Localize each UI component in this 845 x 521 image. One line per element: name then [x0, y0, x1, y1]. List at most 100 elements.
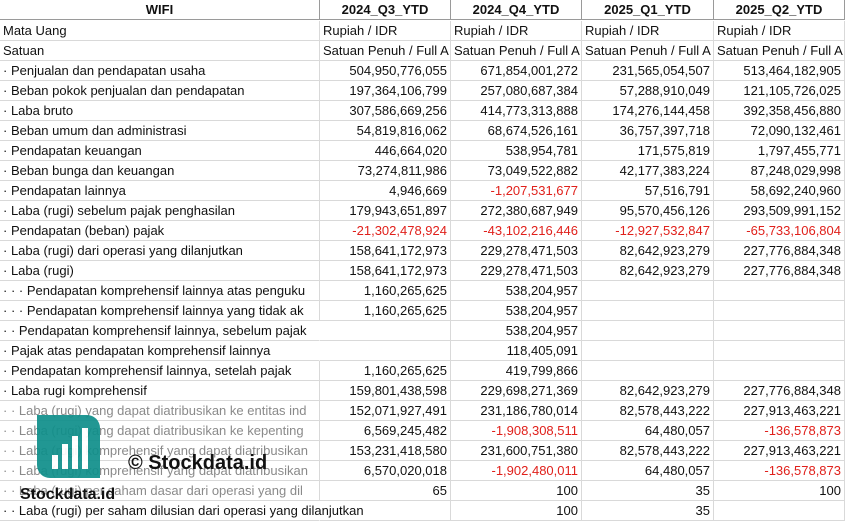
empty-cell: [714, 341, 845, 361]
row-label: · Laba (rugi) sebelum pajak penghasilan: [0, 201, 320, 221]
value-cell: 229,278,471,503: [451, 241, 582, 261]
value-cell: 72,090,132,461: [714, 121, 845, 141]
value-cell: 272,380,687,949: [451, 201, 582, 221]
row-label: · · Laba (rugi) yang dapat diatribusikan…: [0, 401, 320, 421]
value-cell: 174,276,144,458: [582, 101, 714, 121]
value-cell: 153,231,418,580: [320, 441, 451, 461]
value-cell: 1,160,265,625: [320, 281, 451, 301]
value-cell: 82,642,923,279: [582, 381, 714, 401]
value-cell: 6,570,020,018: [320, 461, 451, 481]
value-cell: 36,757,397,718: [582, 121, 714, 141]
value-cell: 1,797,455,771: [714, 141, 845, 161]
empty-cell: [582, 281, 714, 301]
row-label: · · · Pendapatan komprehensif lainnya at…: [0, 281, 320, 301]
row-label: · Pendapatan (beban) pajak: [0, 221, 320, 241]
empty-cell: [582, 301, 714, 321]
value-cell: 231,565,054,507: [582, 61, 714, 81]
row-label: · Beban umum dan administrasi: [0, 121, 320, 141]
value-cell: 446,664,020: [320, 141, 451, 161]
value-cell: 73,049,522,882: [451, 161, 582, 181]
value-cell: 82,578,443,222: [582, 401, 714, 421]
row-label: · Pendapatan komprehensif lainnya, setel…: [0, 361, 320, 381]
value-cell: 159,801,438,598: [320, 381, 451, 401]
row-label: · Pendapatan lainnya: [0, 181, 320, 201]
empty-cell: [714, 281, 845, 301]
empty-cell: [582, 341, 714, 361]
empty-cell: [320, 321, 451, 341]
value-cell: 229,278,471,503: [451, 261, 582, 281]
value-cell: 293,509,991,152: [714, 201, 845, 221]
value-cell: 118,405,091: [451, 341, 582, 361]
value-cell: 671,854,001,272: [451, 61, 582, 81]
value-cell: -136,578,873: [714, 461, 845, 481]
row-label: · Penjualan dan pendapatan usaha: [0, 61, 320, 81]
value-cell: 100: [451, 501, 582, 521]
row-label: · Pajak atas pendapatan komprehensif lai…: [0, 341, 320, 361]
value-cell: 257,080,687,384: [451, 81, 582, 101]
row-label: · · Laba (rugi) komprehensif yang dapat …: [0, 461, 320, 481]
column-header: 2024_Q4_YTD: [451, 0, 582, 20]
value-cell: Satuan Penuh / Full A: [451, 41, 582, 61]
value-cell: 179,943,651,897: [320, 201, 451, 221]
empty-cell: [582, 321, 714, 341]
value-cell: 513,464,182,905: [714, 61, 845, 81]
column-header: 2025_Q2_YTD: [714, 0, 845, 20]
value-cell: 58,692,240,960: [714, 181, 845, 201]
row-label: · Laba (rugi) dari operasi yang dilanjut…: [0, 241, 320, 261]
value-cell: 158,641,172,973: [320, 261, 451, 281]
value-cell: 87,248,029,998: [714, 161, 845, 181]
value-cell: 64,480,057: [582, 421, 714, 441]
value-cell: 65: [320, 481, 451, 501]
value-cell: 414,773,313,888: [451, 101, 582, 121]
value-cell: Satuan Penuh / Full A: [320, 41, 451, 61]
value-cell: 100: [714, 481, 845, 501]
value-cell: 307,586,669,256: [320, 101, 451, 121]
value-cell: 231,186,780,014: [451, 401, 582, 421]
value-cell: 392,358,456,880: [714, 101, 845, 121]
empty-cell: [320, 341, 451, 361]
value-cell: 504,950,776,055: [320, 61, 451, 81]
value-cell: 538,204,957: [451, 281, 582, 301]
value-cell: 538,954,781: [451, 141, 582, 161]
row-label: · · Laba (rugi) per saham dilusian dari …: [0, 501, 364, 521]
value-cell: Satuan Penuh / Full A: [582, 41, 714, 61]
empty-cell: [582, 361, 714, 381]
value-cell: 68,674,526,161: [451, 121, 582, 141]
row-label: · · Laba (rugi) yang dapat diatribusikan…: [0, 421, 320, 441]
column-header: 2024_Q3_YTD: [320, 0, 451, 20]
value-cell: -43,102,216,446: [451, 221, 582, 241]
column-header: WIFI: [0, 0, 320, 20]
value-cell: -1,902,480,011: [451, 461, 582, 481]
empty-cell: [714, 361, 845, 381]
value-cell: 227,776,884,348: [714, 261, 845, 281]
value-cell: 227,776,884,348: [714, 381, 845, 401]
value-cell: 57,288,910,049: [582, 81, 714, 101]
row-label: · · Laba (rugi) komprehensif yang dapat …: [0, 441, 320, 461]
value-cell: -65,733,106,804: [714, 221, 845, 241]
value-cell: 1,160,265,625: [320, 301, 451, 321]
value-cell: 64,480,057: [582, 461, 714, 481]
value-cell: 35: [582, 481, 714, 501]
value-cell: 197,364,106,799: [320, 81, 451, 101]
row-label: · · · Pendapatan komprehensif lainnya ya…: [0, 301, 320, 321]
value-cell: 158,641,172,973: [320, 241, 451, 261]
value-cell: 121,105,726,025: [714, 81, 845, 101]
value-cell: 100: [451, 481, 582, 501]
empty-cell: [714, 321, 845, 341]
row-label: · Laba bruto: [0, 101, 320, 121]
value-cell: 54,819,816,062: [320, 121, 451, 141]
value-cell: 538,204,957: [451, 301, 582, 321]
row-label: · Beban pokok penjualan dan pendapatan: [0, 81, 320, 101]
row-label: · · Laba (rugi) per saham dasar dari ope…: [0, 481, 320, 501]
empty-cell: [714, 501, 845, 521]
value-cell: 57,516,791: [582, 181, 714, 201]
value-cell: 42,177,383,224: [582, 161, 714, 181]
value-cell: -21,302,478,924: [320, 221, 451, 241]
value-cell: -12,927,532,847: [582, 221, 714, 241]
value-cell: Rupiah / IDR: [320, 21, 451, 41]
empty-cell: [714, 301, 845, 321]
value-cell: Rupiah / IDR: [714, 21, 845, 41]
value-cell: -1,207,531,677: [451, 181, 582, 201]
row-label: · · Pendapatan komprehensif lainnya, seb…: [0, 321, 320, 341]
